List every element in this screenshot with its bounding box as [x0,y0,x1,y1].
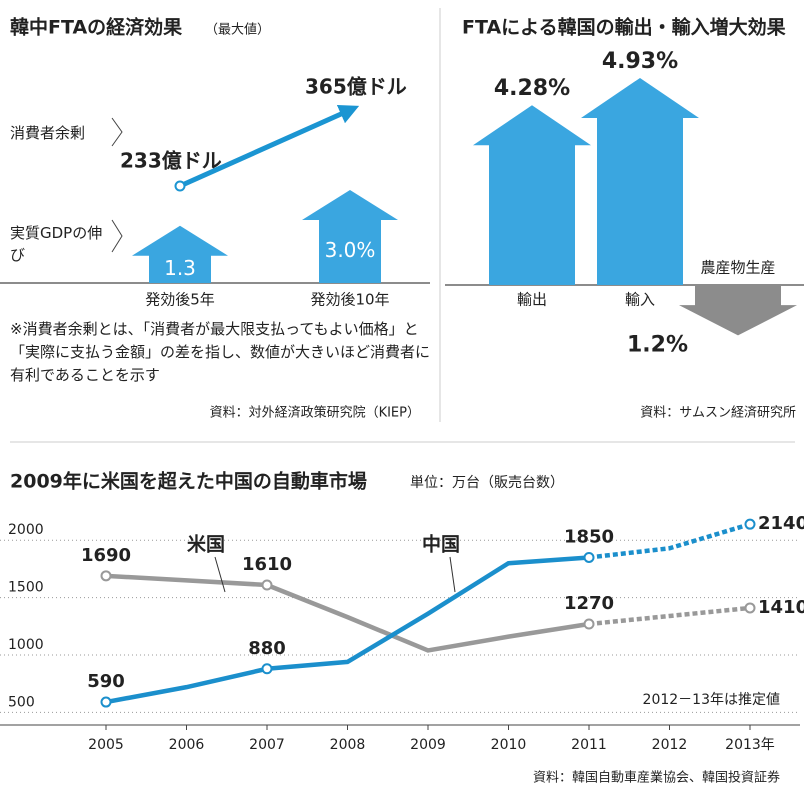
marker [100,696,112,708]
arrow [581,77,699,285]
data-label: 1.3 [164,256,196,280]
arrow [473,105,591,286]
annotation: 2012－13年は推定値 [643,692,780,708]
data-label: 1850 [564,526,614,547]
x-tick-label: 2010 [491,737,527,753]
leader-line [449,556,456,593]
marker [583,618,595,630]
x-tick-label: 2011 [571,737,607,753]
x-tick-label: 2006 [169,737,205,753]
data-label: 233億ドル [120,149,222,173]
data-label: 590 [87,671,125,692]
arrow [302,190,398,283]
data-label: 1270 [564,593,614,614]
data-label: 880 [248,638,286,659]
marker [744,518,756,530]
arrow [132,225,228,283]
line [588,605,751,627]
data-label: 4.28% [494,76,570,101]
data-label: 1690 [81,545,131,566]
series-label: 米国 [187,533,225,556]
x-tick-label: 輸入 [625,291,655,309]
data-label: 1.2% [627,332,688,357]
chart-title: 韓中FTAの経済効果 [10,16,182,39]
data-label: 365億ドル [305,75,407,99]
chart-title: FTAによる韓国の輸出・輸入増大効果 [462,16,786,39]
line [588,522,751,560]
marker [100,570,112,582]
y-tick-label: 500 [8,694,35,710]
leader-line [214,556,226,593]
x-tick-label: 2009 [410,737,446,753]
source: 資料：対外経済政策研究院（KIEP） [210,405,420,421]
series-name: 実質GDPの伸び [10,224,103,264]
x-tick-label: 2005 [88,737,124,753]
x-tick-label: 発効後5年 [145,291,215,309]
line [105,573,590,653]
bracket [111,219,123,253]
series-label: 中国 [422,533,460,556]
y-tick-label: 2000 [8,522,44,538]
x-tick-label: 2013年 [725,737,775,753]
marker [583,551,595,563]
data-label: 2140 [758,513,804,534]
x-tick-label: 農産物生産 [700,259,775,277]
data-label: 3.0% [325,238,376,262]
x-tick-label: 輸出 [517,291,547,309]
line [105,555,590,705]
series-name: 消費者余剰 [10,124,86,142]
data-label: 4.93% [602,49,678,74]
y-tick-label: 1500 [8,580,44,596]
x-tick-label: 2007 [249,737,285,753]
marker [261,663,273,675]
line [178,104,360,189]
chart-title: 2009年に米国を超えた中国の自動車市場 [10,470,367,493]
source: 資料：サムスン経済研究所 [640,405,796,421]
source: 資料：韓国自動車産業協会、韓国投資証券 [533,770,780,786]
x-tick-label: 2008 [330,737,366,753]
marker [174,180,186,192]
marker [261,579,273,591]
chart-subtitle: 単位：万台（販売台数） [410,475,564,491]
x-tick-label: 発効後10年 [310,291,389,309]
x-tick-label: 2012 [652,737,688,753]
data-label: 1610 [242,554,292,575]
note: ※消費者余剰とは、「消費者が最大限支払ってもよい価格」と「実際に支払う金額」の差… [10,320,431,384]
arrow [679,285,797,336]
data-label: 1410 [758,597,804,618]
y-tick-label: 1000 [8,637,44,653]
bracket [111,117,123,147]
chart-subtitle: （最大値） [205,22,270,38]
marker [744,602,756,614]
